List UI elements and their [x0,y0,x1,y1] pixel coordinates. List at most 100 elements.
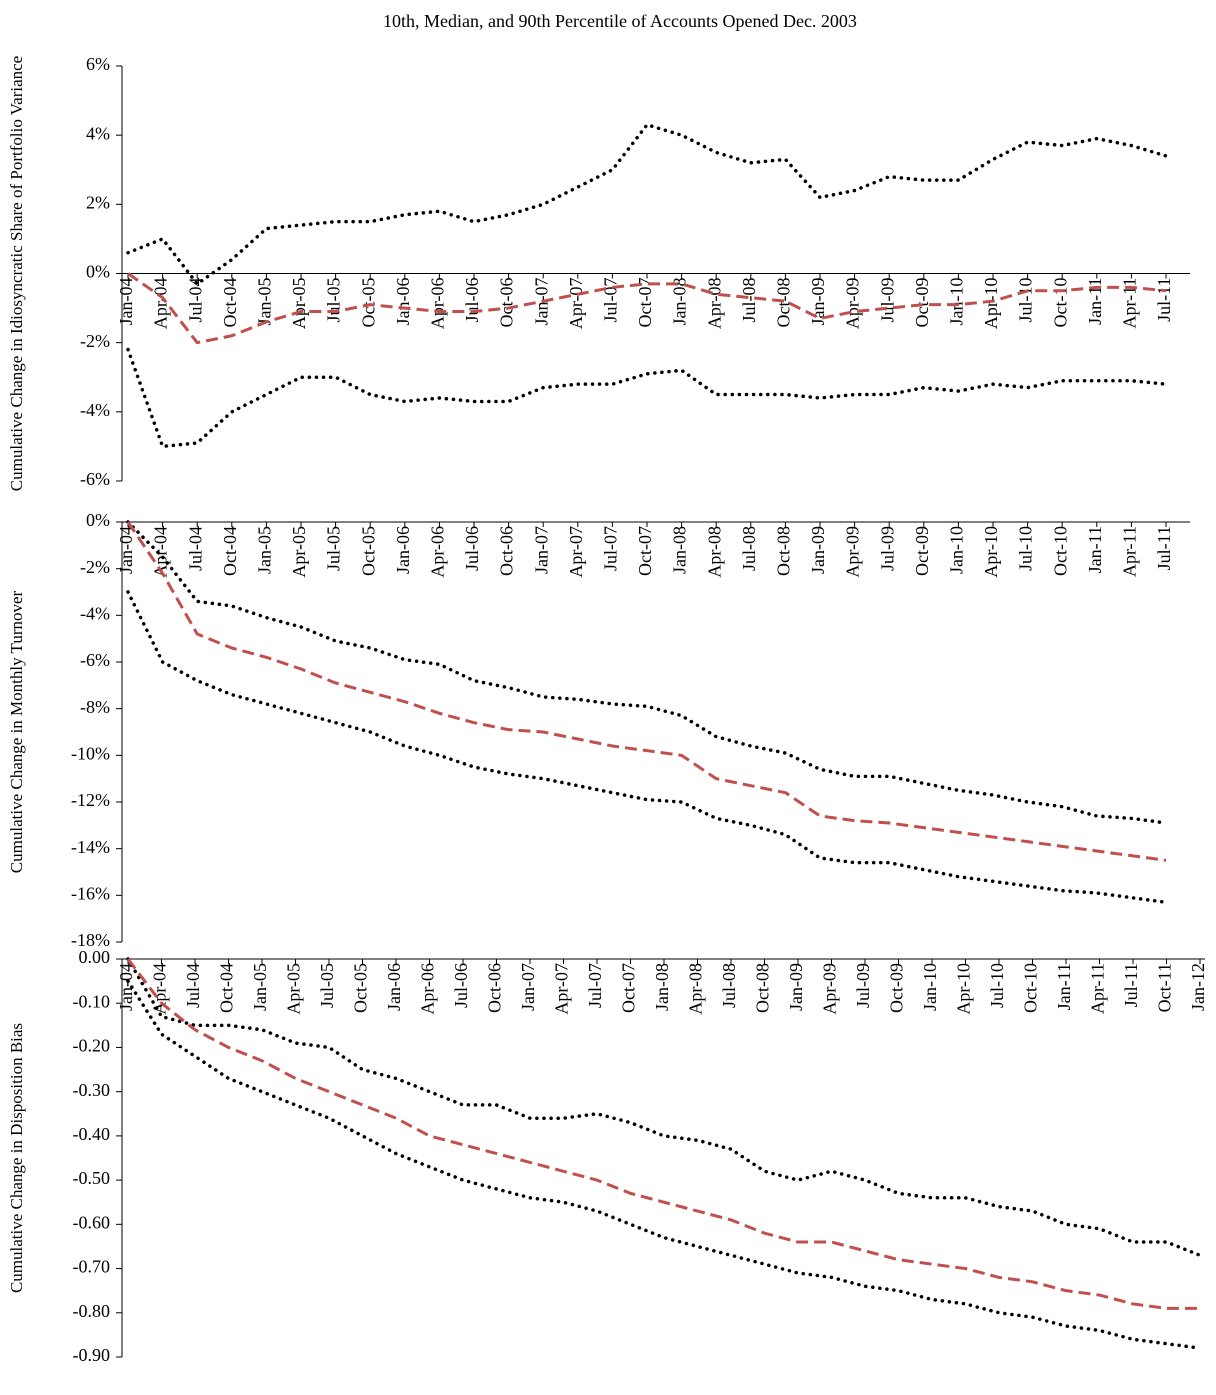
y-tick-label: 6% [86,54,110,74]
y-tick-label: -8% [80,697,110,717]
x-tick-label: Apr-09 [843,526,863,578]
y-tick-label: -0.90 [73,1345,111,1365]
x-tick-label: Apr-04 [151,278,171,330]
x-tick-label: Jan-07 [531,526,551,574]
x-tick-label: Jul-07 [601,526,621,571]
x-tick-label: Jul-06 [462,278,482,323]
x-tick-label: Apr-07 [566,526,586,578]
x-tick-label: Jan-11 [1054,963,1074,1010]
x-tick-label: Jan-06 [384,963,404,1011]
y-tick-label: -6% [80,469,110,489]
y-axis-label: Cumulative Change in Disposition Bias [7,1023,26,1293]
x-tick-label: Apr-11 [1120,278,1140,329]
x-tick-label: Apr-04 [151,526,171,578]
x-tick-label: Apr-07 [566,278,586,330]
x-tick-label: Apr-09 [843,278,863,330]
y-tick-label: -0.70 [73,1257,111,1277]
series-line [126,123,1168,286]
x-tick-label: Jan-04 [116,278,136,326]
x-tick-label: Oct-06 [497,526,517,576]
x-tick-label: Apr-05 [289,278,309,330]
y-tick-label: -4% [80,400,110,420]
x-tick-label: Jul-04 [185,526,205,571]
y-tick-label: -0.80 [73,1301,111,1321]
x-tick-label: Jan-09 [786,963,806,1011]
y-tick-label: 0% [86,510,110,530]
x-tick-label: Oct-10 [1021,963,1041,1013]
x-tick-label: Oct-05 [358,278,378,328]
x-tick-label: Oct-09 [912,278,932,328]
x-tick-label: Jan-11 [1085,526,1105,573]
x-tick-label: Apr-11 [1088,963,1108,1014]
x-tick-label: Apr-09 [820,963,840,1015]
series-line [126,520,1168,825]
series-line [126,347,1168,449]
x-tick-label: Apr-05 [284,963,304,1015]
y-tick-label: -0.50 [73,1168,111,1188]
x-tick-label: Jul-08 [739,526,759,571]
x-tick-label: Jan-12 [1188,963,1208,1011]
x-tick-label: Jan-05 [255,526,275,574]
x-tick-label: Oct-09 [912,526,932,576]
x-tick-label: Apr-10 [954,963,974,1015]
series-line [126,958,1200,1310]
y-tick-label: -0.40 [73,1124,111,1144]
x-tick-label: Jan-11 [1085,278,1105,325]
x-tick-label: Jul-07 [601,278,621,323]
y-tick-label: -2% [80,331,110,351]
x-tick-label: Apr-06 [428,278,448,330]
x-tick-label: Jan-06 [393,278,413,326]
x-tick-label: Jan-08 [670,278,690,326]
y-tick-label: -0.60 [73,1212,111,1232]
x-tick-label: Oct-11 [1155,963,1175,1012]
x-tick-label: Jan-05 [255,278,275,326]
x-tick-label: Apr-08 [686,963,706,1015]
x-tick-label: Oct-08 [774,526,794,576]
x-tick-label: Oct-05 [358,526,378,576]
y-tick-label: 4% [86,123,110,143]
x-tick-label: Apr-08 [704,278,724,330]
x-tick-label: Jan-10 [947,526,967,574]
x-tick-label: Jul-09 [877,526,897,571]
x-tick-label: Jul-07 [585,963,605,1008]
x-tick-label: Oct-08 [753,963,773,1013]
x-tick-label: Jul-10 [1016,278,1036,323]
x-tick-label: Jul-11 [1154,526,1174,570]
series-line [126,521,1167,862]
series-line [126,590,1168,905]
x-tick-label: Oct-04 [220,526,240,576]
x-tick-label: Oct-09 [887,963,907,1013]
x-tick-label: Oct-10 [1050,526,1070,576]
x-tick-label: Jul-05 [324,526,344,571]
x-tick-label: Jan-08 [652,963,672,1011]
y-tick-label: 2% [86,192,110,212]
x-tick-label: Apr-05 [289,526,309,578]
y-axis-label: Cumulative Change in Monthly Turnover [7,590,26,873]
x-tick-label: Jul-11 [1154,278,1174,322]
x-tick-label: Oct-05 [351,963,371,1013]
y-tick-label: -0.10 [73,991,111,1011]
y-tick-label: -0.30 [73,1080,111,1100]
x-tick-label: Oct-06 [497,277,517,327]
y-tick-label: -10% [71,743,110,763]
y-tick-label: -12% [71,790,110,810]
series-line [127,272,1167,345]
x-tick-label: Apr-10 [981,278,1001,330]
x-tick-label: Apr-11 [1120,526,1140,577]
y-tick-label: 0% [86,262,110,282]
x-tick-label: Jul-10 [987,963,1007,1008]
x-tick-label: Jan-08 [670,526,690,574]
y-tick-label: -4% [80,603,110,623]
x-tick-label: Jan-10 [947,278,967,326]
x-tick-label: Apr-10 [981,526,1001,578]
x-tick-label: Jan-04 [116,963,136,1011]
x-tick-label: Oct-08 [774,278,794,328]
x-tick-label: Oct-07 [619,963,639,1013]
x-tick-label: Jan-07 [518,963,538,1011]
y-tick-label: 0.00 [79,947,111,967]
x-tick-label: Oct-04 [217,963,237,1013]
x-tick-label: Jan-05 [250,963,270,1011]
x-tick-label: Apr-06 [418,963,438,1015]
x-tick-label: Jan-06 [393,526,413,574]
